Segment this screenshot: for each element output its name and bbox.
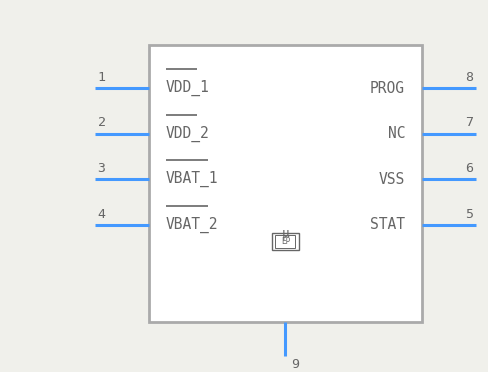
Text: VDD_2: VDD_2 xyxy=(166,126,210,142)
Text: 2: 2 xyxy=(98,116,105,129)
Text: 4: 4 xyxy=(98,208,105,221)
Text: VDD_1: VDD_1 xyxy=(166,80,210,96)
Text: STAT: STAT xyxy=(370,217,405,232)
Text: NC: NC xyxy=(387,126,405,141)
Text: VBAT_1: VBAT_1 xyxy=(166,171,219,187)
Text: 9: 9 xyxy=(291,358,299,371)
Text: μ: μ xyxy=(282,227,289,240)
Bar xyxy=(149,45,422,321)
Text: 7: 7 xyxy=(466,116,473,129)
Bar xyxy=(275,235,296,248)
Text: VBAT_2: VBAT_2 xyxy=(166,217,219,233)
Text: 3: 3 xyxy=(98,162,105,175)
Text: EP: EP xyxy=(281,237,290,246)
Text: PROG: PROG xyxy=(370,81,405,96)
Text: 1: 1 xyxy=(98,71,105,84)
Text: 6: 6 xyxy=(466,162,473,175)
Text: 8: 8 xyxy=(466,71,473,84)
Bar xyxy=(272,233,299,250)
Text: 5: 5 xyxy=(466,208,473,221)
Text: VSS: VSS xyxy=(379,172,405,187)
